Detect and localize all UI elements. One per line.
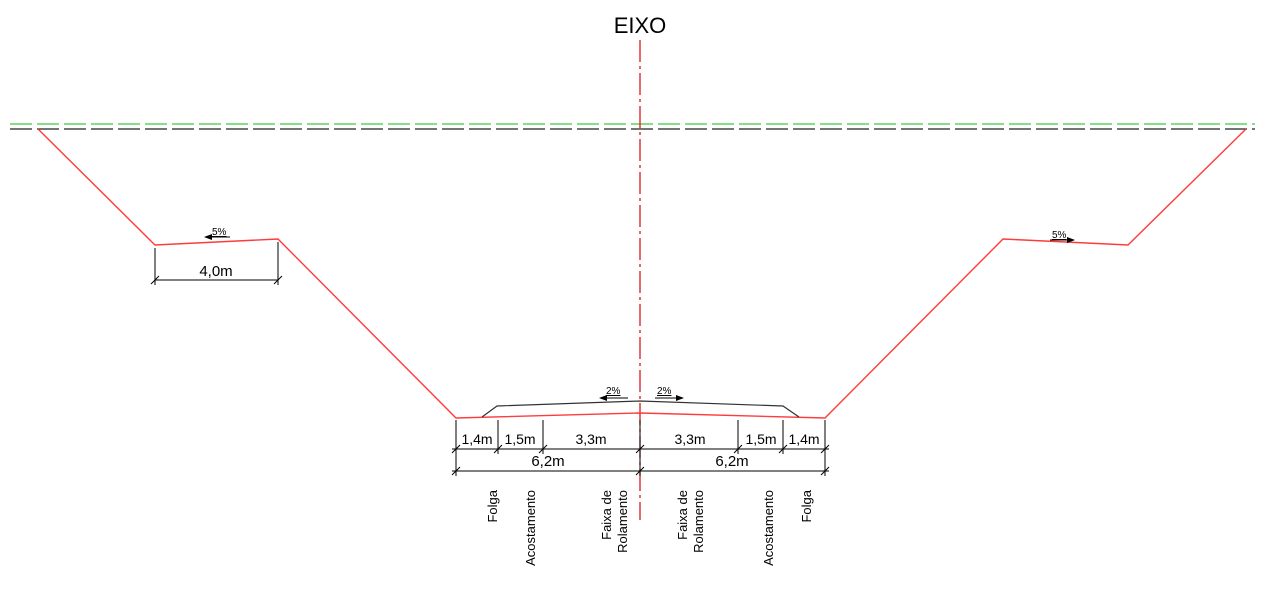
label-right-1-line-0: Acostamento [761, 490, 776, 566]
pavement-top [481, 400, 800, 418]
dim-right-folga: 1,4m [788, 431, 819, 447]
dim-right-faixa: 3,3m [674, 431, 705, 447]
dim-left-total: 6,2m [531, 453, 564, 470]
dim-right-acostamento: 1,5m [745, 431, 776, 447]
dim-left-folga: 1,4m [461, 431, 492, 447]
cut-profile [37, 128, 1247, 419]
crossfall-left-label: 2% [606, 386, 621, 397]
label-right-2-line-0: Folga [799, 489, 814, 522]
lane-dimension-lines [451, 420, 830, 476]
label-right-0-line-0: Faixa de [675, 490, 690, 540]
label-left-2-line-1: Rolamento [615, 490, 630, 553]
dim-right-total: 6,2m [715, 453, 748, 470]
berm-dimension [150, 242, 283, 285]
element-labels: Folga Acostamento Faixa de Rolamento Faixa d… [485, 489, 814, 566]
axis-label: EIXO [614, 13, 667, 38]
berm-right-slope-label: 5% [1052, 230, 1067, 241]
label-left-1-line-0: Acostamento [523, 490, 538, 566]
label-left-2-line-0: Faixa de [599, 490, 614, 540]
berm-left-slope-label: 5% [212, 227, 227, 238]
label-left-0-line-0: Folga [485, 489, 500, 522]
dim-left-acostamento: 1,5m [504, 431, 535, 447]
crossfall-right-label: 2% [657, 386, 672, 397]
label-right-0-line-1: Rolamento [691, 490, 706, 553]
dim-left-faixa: 3,3m [575, 431, 606, 447]
berm-width-label: 4,0m [199, 263, 232, 280]
